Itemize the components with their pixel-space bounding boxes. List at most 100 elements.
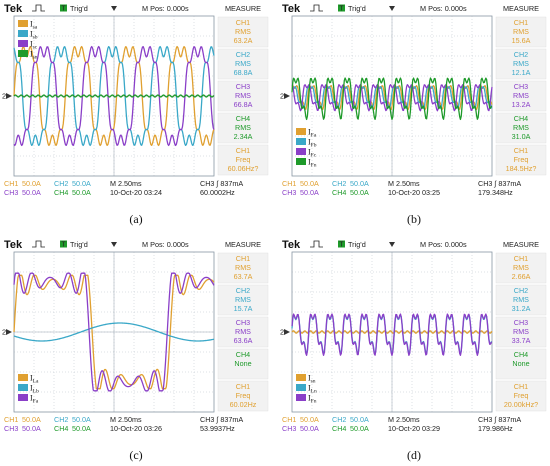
footer-cell: CH2: [332, 415, 346, 424]
footer-cell: CH3: [282, 188, 296, 197]
measure-line: CH1: [514, 382, 528, 391]
measure-line: RMS: [235, 295, 251, 304]
trig-status-badge: [338, 4, 345, 12]
footer-cell: CH3 ∫ 837mA: [478, 415, 521, 424]
measure-block: [217, 348, 269, 380]
measure-title: MEASURE: [503, 4, 539, 13]
status-footer: CH1 50.0A CH2 50.0A M 2.50ms CH3 ∫ 837mA CH3 50…: [282, 179, 521, 197]
measure-line: CH1: [514, 146, 528, 155]
legend-entry: IFn: [308, 158, 317, 169]
measure-line: Freq: [514, 391, 529, 400]
legend-swatch: [296, 128, 306, 135]
footer-cell: 50.0A: [300, 415, 319, 424]
legend-subscript: Ln: [311, 389, 317, 395]
legend-entry: Isn: [30, 50, 38, 61]
measure-line: 184.5Hz?: [506, 164, 537, 173]
measure-line: RMS: [513, 27, 529, 36]
measure-panel: CH1RMS63.7ACH2RMS15.7ACH3RMS63.6ACH4None…: [217, 252, 269, 412]
legend-swatch: [296, 394, 306, 401]
footer-cell: 10-Oct-20 03:26: [110, 424, 162, 433]
scope-panel-b: Tek T Trig'd M Pos: 0.000s MEASURE 2 IFa IFb IFc…: [280, 2, 548, 206]
measure-line: 2.34A: [234, 132, 253, 141]
legend-entry: IFa: [30, 394, 39, 405]
scope-panel-a: Tek T Trig'd M Pos: 0.000s MEASURE 2 Isa Isb Isc…: [2, 2, 270, 206]
footer-cell: CH3 ∫ 837mA: [478, 179, 521, 188]
measure-line: None: [234, 359, 251, 368]
footer-cell: 50.0A: [300, 188, 319, 197]
horizontal-position-label: M Pos: 0.000s: [420, 240, 467, 249]
legend-entry: Isc: [30, 40, 38, 51]
ground-marker-label: 2: [280, 328, 284, 337]
measure-line: RMS: [235, 123, 251, 132]
ground-marker-icon: [6, 93, 12, 99]
brand-label: Tek: [282, 3, 301, 15]
measure-line: None: [512, 359, 529, 368]
legend-entry: ILa: [30, 374, 39, 385]
measure-line: CH1: [236, 254, 250, 263]
measure-line: 66.8A: [234, 100, 253, 109]
measure-line: RMS: [513, 295, 529, 304]
caption-c: (c): [129, 448, 143, 462]
graticule-grid: [14, 252, 214, 412]
footer-cell: 10-Oct-20 03:29: [388, 424, 440, 433]
legend-entry: ILb: [30, 384, 39, 395]
footer-cell: CH1: [282, 415, 296, 424]
footer-cell: 50.0A: [22, 188, 41, 197]
measure-block: [495, 48, 547, 80]
trigger-position-icon: [111, 242, 117, 247]
footer-cell: 50.0A: [72, 415, 91, 424]
trig-status-badge-letter: T: [61, 4, 66, 13]
legend-entry: IFn: [308, 394, 317, 405]
measure-line: RMS: [513, 123, 529, 132]
measure-line: CH4: [514, 350, 528, 359]
ground-marker-label: 2: [2, 92, 6, 101]
trigger-position-icon: [389, 242, 395, 247]
scope-screen-b: Tek T Trig'd M Pos: 0.000s MEASURE 2 IFaIFbIFc…: [280, 3, 547, 197]
trig-status-badge-letter: T: [339, 240, 344, 249]
footer-cell: 50.0A: [72, 424, 91, 433]
horizontal-position-label: M Pos: 0.000s: [142, 240, 189, 249]
measure-line: RMS: [235, 59, 251, 68]
footer-cell: 179.348Hz: [478, 188, 513, 197]
legend-swatch: [296, 148, 306, 155]
ground-marker-icon: [6, 329, 12, 335]
waveform-ch3: [13, 272, 215, 392]
legend-subscript: Fa: [33, 399, 39, 405]
measure-line: CH2: [236, 50, 250, 59]
measure-line: CH2: [514, 50, 528, 59]
measure-line: CH3: [236, 82, 250, 91]
legend-subscript: La: [33, 379, 39, 385]
measure-line: CH1: [514, 254, 528, 263]
legend-swatch: [18, 394, 28, 401]
footer-cell: 50.0A: [350, 424, 369, 433]
footer-cell: M 2.50ms: [110, 415, 142, 424]
trig-status-badge: [338, 240, 345, 248]
footer-cell: M 2.50ms: [110, 179, 142, 188]
footer-cell: 50.0A: [300, 179, 319, 188]
measure-line: CH1: [514, 18, 528, 27]
footer-cell: 50.0A: [72, 188, 91, 197]
measure-block: [495, 80, 547, 112]
scope-screen-a: Tek T Trig'd M Pos: 0.000s MEASURE 2 IsaIsbIsc…: [2, 3, 269, 197]
footer-cell: CH3: [4, 188, 18, 197]
measure-line: 15.6A: [512, 36, 531, 45]
measure-block: [217, 316, 269, 348]
trig-status-label: Trig'd: [348, 240, 366, 249]
trigger-pulse-icon: [310, 240, 323, 248]
measure-line: RMS: [513, 59, 529, 68]
waveform-ch3: [291, 84, 493, 112]
measure-line: 68.8A: [234, 68, 253, 77]
measure-line: CH3: [514, 82, 528, 91]
measure-block: [217, 144, 269, 176]
measure-block: [217, 284, 269, 316]
measure-block: [495, 112, 547, 144]
measure-block: [217, 380, 269, 412]
trig-status-badge-letter: T: [339, 4, 344, 13]
legend-swatch: [18, 374, 28, 381]
caption-d: (d): [407, 448, 421, 462]
measure-line: CH2: [514, 286, 528, 295]
measure-line: CH1: [236, 146, 250, 155]
